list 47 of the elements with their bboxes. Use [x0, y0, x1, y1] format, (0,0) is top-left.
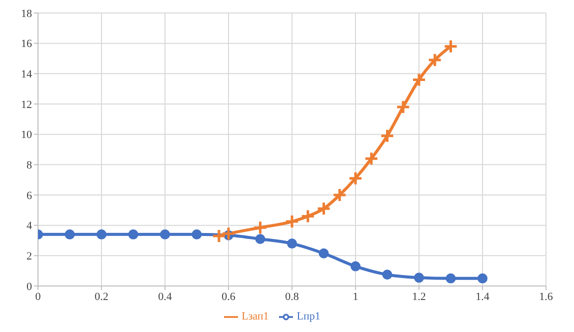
point [128, 229, 138, 240]
point [300, 208, 316, 224]
point [396, 100, 410, 114]
y-tick-label: 18 [21, 8, 32, 20]
point [380, 128, 394, 144]
point [212, 228, 226, 244]
x-tick-label: 1.4 [476, 290, 490, 303]
point [446, 273, 456, 284]
y-tick-label: 6 [26, 190, 32, 202]
y-tick-label: 14 [21, 68, 32, 81]
point [253, 220, 268, 235]
point [318, 248, 329, 258]
y-tick-label: 8 [26, 160, 32, 172]
point [364, 151, 379, 166]
point [96, 229, 106, 240]
x-tick-label: 1.2 [412, 290, 426, 303]
point [192, 229, 202, 240]
point [478, 273, 488, 284]
y-tick-label: 16 [21, 38, 32, 50]
y-tick-label: 10 [21, 129, 32, 142]
x-tick-label: 0 [35, 290, 42, 303]
x-tick-label: 0.4 [158, 290, 172, 303]
point [414, 272, 424, 283]
y-tick-label: 4 [26, 220, 32, 232]
point [350, 261, 360, 272]
legend-label: Lпр1 [296, 310, 320, 323]
y-tick-label: 12 [21, 98, 32, 111]
point [287, 238, 297, 249]
point [284, 214, 300, 229]
point [316, 201, 331, 216]
y-tick-label: 2 [26, 250, 32, 263]
point [382, 270, 392, 280]
point [348, 171, 363, 186]
point [160, 229, 170, 240]
point [412, 72, 426, 87]
x-tick-label: 0.8 [285, 290, 300, 303]
point [428, 52, 442, 68]
point [444, 39, 458, 54]
x-tick-label: 1.6 [539, 290, 554, 303]
point [64, 229, 75, 240]
legend-label: Lзап1 [242, 310, 269, 323]
point [332, 188, 347, 202]
x-tick-label: 1 [352, 290, 358, 303]
x-tick-label: 0.6 [222, 290, 236, 303]
y-tick-label: 0 [26, 280, 32, 293]
x-tick-label: 0.2 [94, 290, 108, 303]
point [255, 234, 266, 244]
